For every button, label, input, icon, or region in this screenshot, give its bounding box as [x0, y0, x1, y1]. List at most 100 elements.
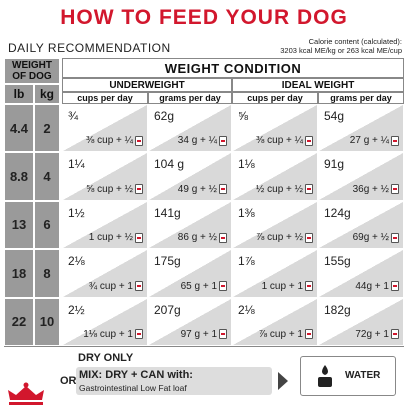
- mix-amount: 1 cup + 1: [262, 281, 313, 292]
- group-header: IDEAL WEIGHT: [232, 78, 404, 92]
- weight-lb: 4.4: [4, 104, 34, 153]
- mix-text: 34 g + ¼: [177, 135, 217, 147]
- can-icon: [219, 281, 227, 292]
- mix-text: 69g + ½: [352, 232, 389, 244]
- amount-cell: 175g 65 g + 1: [148, 249, 232, 298]
- mix-text: 1⅛ cup + 1: [83, 328, 133, 340]
- weight-header: WEIGHT OF DOG: [4, 58, 60, 84]
- can-icon: [305, 184, 313, 195]
- dry-amount: 124g: [324, 205, 351, 220]
- amount-cell: 1½ 1 cup + ½: [62, 200, 148, 250]
- can-icon: [391, 135, 399, 146]
- mix-amount: 27 g + ¼: [350, 135, 399, 146]
- dry-amount: 1½: [68, 205, 85, 220]
- calorie-line: 3203 kcal ME/kg or 263 kcal ME/cup: [280, 46, 402, 55]
- unit-header: kg: [34, 84, 60, 104]
- amount-cell: 62g 34 g + ¼: [148, 104, 232, 153]
- dry-amount: 155g: [324, 254, 351, 269]
- amount-cell: 182g 72g + 1: [318, 297, 404, 346]
- mix-text: ⅞ cup + 1: [258, 328, 303, 340]
- dry-amount: 207g: [154, 302, 181, 317]
- can-icon: [391, 232, 399, 243]
- divider: [4, 346, 404, 347]
- can-icon: [391, 184, 399, 195]
- weight-lb: 13: [4, 200, 34, 250]
- arrow: [278, 372, 288, 390]
- mix-text: 36g + ½: [352, 183, 389, 195]
- mix-amount: 65 g + 1: [181, 281, 227, 292]
- dry-amount: 1⅞: [238, 254, 255, 269]
- dry-amount: 104 g: [154, 157, 185, 172]
- can-icon: [135, 232, 143, 243]
- can-icon: [135, 135, 143, 146]
- dry-amount: 91g: [324, 157, 345, 172]
- weight-kg: 2: [34, 104, 60, 153]
- mix-text: ½ cup + ½: [256, 183, 303, 195]
- mix-amount: ⅝ cup + ½: [86, 184, 143, 195]
- unit-header: lb: [4, 84, 34, 104]
- mix-text: ⅜ cup + ¼: [256, 135, 303, 147]
- mix-text: 72g + 1: [355, 328, 389, 340]
- dry-amount: 1¼: [68, 157, 85, 172]
- amount-cell: 1⅛ ½ cup + ½: [232, 152, 318, 201]
- title: HOW TO FEED YOUR DOG: [60, 6, 348, 29]
- weight-kg: 10: [34, 297, 60, 346]
- dry-amount: 141g: [154, 205, 181, 220]
- dry-amount: 2½: [68, 302, 85, 317]
- weight-kg: 8: [34, 249, 60, 298]
- weight-lb: 18: [4, 249, 34, 298]
- can-icon: [219, 329, 227, 340]
- dry-amount: 2⅛: [68, 254, 85, 269]
- mix-amount: ⅞ cup + ½: [256, 232, 313, 243]
- can-icon: [219, 184, 227, 195]
- dry-amount: 2⅛: [238, 302, 255, 317]
- dry-only: DRY ONLY: [78, 352, 134, 364]
- mix-amount: ¾ cup + 1: [89, 281, 143, 292]
- mix-amount: 34 g + ¼: [178, 135, 227, 146]
- subheader: grams per day: [148, 92, 232, 104]
- mix-text: 97 g + 1: [180, 328, 217, 340]
- mix-amount: 36g + ½: [353, 184, 399, 195]
- mix-text: 49 g + ½: [177, 183, 217, 195]
- mix-text: ¾ cup + 1: [88, 280, 133, 292]
- mix-text: 86 g + ½: [177, 232, 217, 244]
- dry-amount: 62g: [154, 109, 175, 123]
- amount-cell: 2⅛ ⅞ cup + 1: [232, 297, 318, 346]
- can-icon: [135, 329, 143, 340]
- mix-amount: 49 g + ½: [178, 184, 227, 195]
- mix-amount: ½ cup + ½: [256, 184, 313, 195]
- mix-text: ⅞ cup + ½: [256, 232, 303, 244]
- group-header: UNDERWEIGHT: [62, 78, 232, 92]
- dry-amount: 175g: [154, 254, 181, 269]
- mix-amount: 72g + 1: [355, 329, 399, 340]
- amount-cell: 1¼ ⅝ cup + ½: [62, 152, 148, 201]
- calorie-line: Calorie content (calculated):: [308, 37, 402, 46]
- mix-amount: ⅜ cup + ¼: [256, 135, 313, 146]
- mix-amount: 86 g + ½: [178, 232, 227, 243]
- dry-amount: ⅝: [238, 109, 249, 123]
- mix-amount: 69g + ½: [353, 232, 399, 243]
- amount-cell: 124g 69g + ½: [318, 200, 404, 250]
- subheader: cups per day: [232, 92, 318, 104]
- amount-cell: 2⅛ ¾ cup + 1: [62, 249, 148, 298]
- mix-label: MIX: DRY + CAN with:: [79, 369, 193, 381]
- mix-amount: 1⅛ cup + 1: [83, 329, 143, 340]
- subheader: cups per day: [62, 92, 148, 104]
- amount-cell: ¾ ⅜ cup + ¼: [62, 104, 148, 153]
- mix-amount: 44g + 1: [355, 281, 399, 292]
- mix-text: 1 cup + ½: [88, 232, 133, 244]
- calorie-note: Calorie content (calculated): 3203 kcal …: [280, 37, 402, 55]
- water-icon: [318, 365, 332, 387]
- mix-text: ⅝ cup + ½: [86, 183, 133, 195]
- amount-cell: 2½ 1⅛ cup + 1: [62, 297, 148, 346]
- weight-lb: 8.8: [4, 152, 34, 201]
- amount-cell: 1⅞ 1 cup + 1: [232, 249, 318, 298]
- weight-lb: 22: [4, 297, 34, 346]
- can-icon: [135, 281, 143, 292]
- amount-cell: 91g 36g + ½: [318, 152, 404, 201]
- amount-cell: ⅝ ⅜ cup + ¼: [232, 104, 318, 153]
- weight-kg: 6: [34, 200, 60, 250]
- amount-cell: 54g 27 g + ¼: [318, 104, 404, 153]
